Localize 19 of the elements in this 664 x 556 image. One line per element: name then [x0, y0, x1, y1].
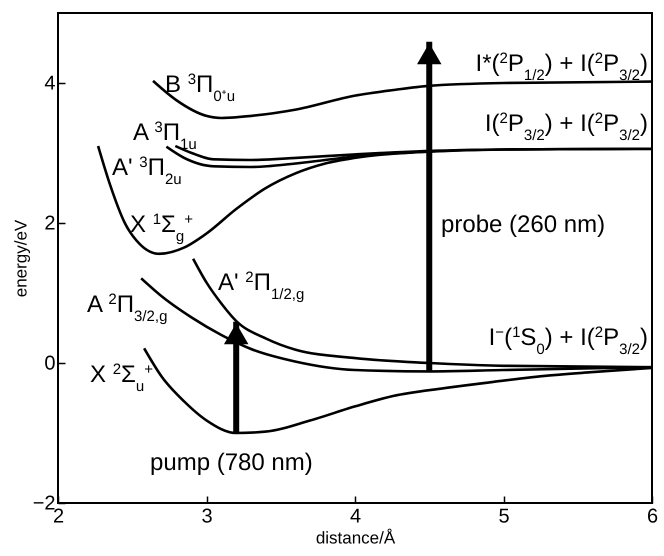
x-tick-label: 6	[646, 506, 658, 528]
y-tick-label: 4	[44, 72, 56, 94]
y-tick-label: −2	[32, 492, 56, 514]
text: I$^{−}$($^{1}$S$_{0}$) + I($^{2}$P$_{3/2}$)	[488, 324, 648, 358]
y-tick-label: 0	[44, 352, 56, 374]
text: I($^{2}$P$_{3/2}$) + I($^{2}$P$_{3/2}$)	[484, 110, 648, 144]
y-tick-label: 2	[44, 212, 56, 234]
x-axis-title: distance/Å	[316, 528, 396, 548]
y-axis-title: energy/eV	[12, 219, 31, 298]
series-label: A $^{2}$Π$_{3/2,g}$	[87, 290, 168, 324]
x-tick-label: 5	[498, 506, 510, 528]
text: I*($^{2}$P$_{1/2}$) + I($^{2}$P$_{3/2}$)	[476, 50, 648, 84]
annotation: probe (260 nm)	[441, 211, 606, 238]
annotation: pump (780 nm)	[150, 449, 313, 476]
series-label: A' $^{3}$Π$_{2u}$	[112, 154, 182, 188]
series-label: A' $^{2}$Π$_{1/2,g}$	[218, 268, 304, 302]
x-tick-label: 3	[201, 506, 213, 528]
series-label: B $^{3}$Π$_{0⁺u}$	[165, 70, 236, 104]
x-tick-label: 4	[350, 506, 362, 528]
